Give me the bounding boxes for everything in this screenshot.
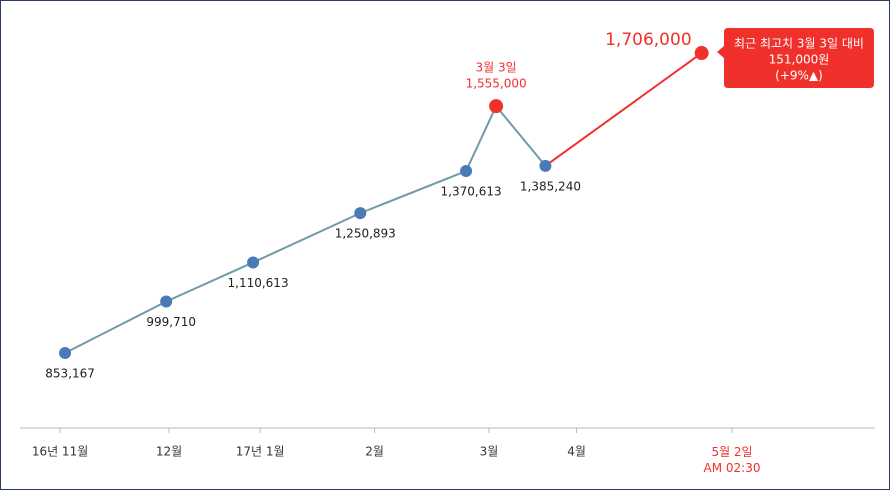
line-segment (495, 105, 547, 167)
value-label: 1,555,000 (466, 77, 527, 91)
value-label: 1,706,000 (605, 30, 692, 50)
value-label: 853,167 (45, 367, 95, 381)
point (460, 165, 473, 178)
x-tick-label: 4월 (567, 445, 586, 459)
value-label: 999,710 (146, 315, 196, 329)
x-tick-label: 2월 (365, 445, 384, 459)
point (489, 99, 504, 114)
point (160, 295, 173, 308)
tooltip-text: (+9%▲) (775, 69, 823, 83)
point (694, 46, 709, 61)
x-tick-label: 17년 1월 (236, 445, 285, 459)
tooltip-text: 151,000원 (769, 53, 830, 67)
tooltip-text: 최근 최고치 3월 3일 대비 (734, 37, 864, 51)
line-segment (64, 300, 167, 354)
line-segment (544, 52, 703, 167)
value-label: 1,370,613 (441, 185, 502, 199)
point (539, 159, 552, 172)
line-segment (359, 170, 467, 215)
point (247, 256, 260, 269)
line-segment (252, 212, 361, 264)
x-tick-label: 3월 (480, 445, 499, 459)
x-tick-label: 5월 2일 AM 02:30 (704, 445, 761, 475)
annotation: 3월 3일 (476, 61, 517, 75)
line-segment (165, 261, 254, 303)
value-label: 1,110,613 (228, 276, 289, 290)
point (354, 207, 367, 220)
line-segment (465, 105, 498, 172)
point (59, 347, 72, 360)
value-label: 1,250,893 (335, 227, 396, 241)
x-tick-label: 16년 11월 (32, 445, 88, 459)
tooltip-box (717, 28, 874, 88)
value-label: 1,385,240 (520, 179, 581, 193)
x-tick-label: 12월 (156, 445, 182, 459)
